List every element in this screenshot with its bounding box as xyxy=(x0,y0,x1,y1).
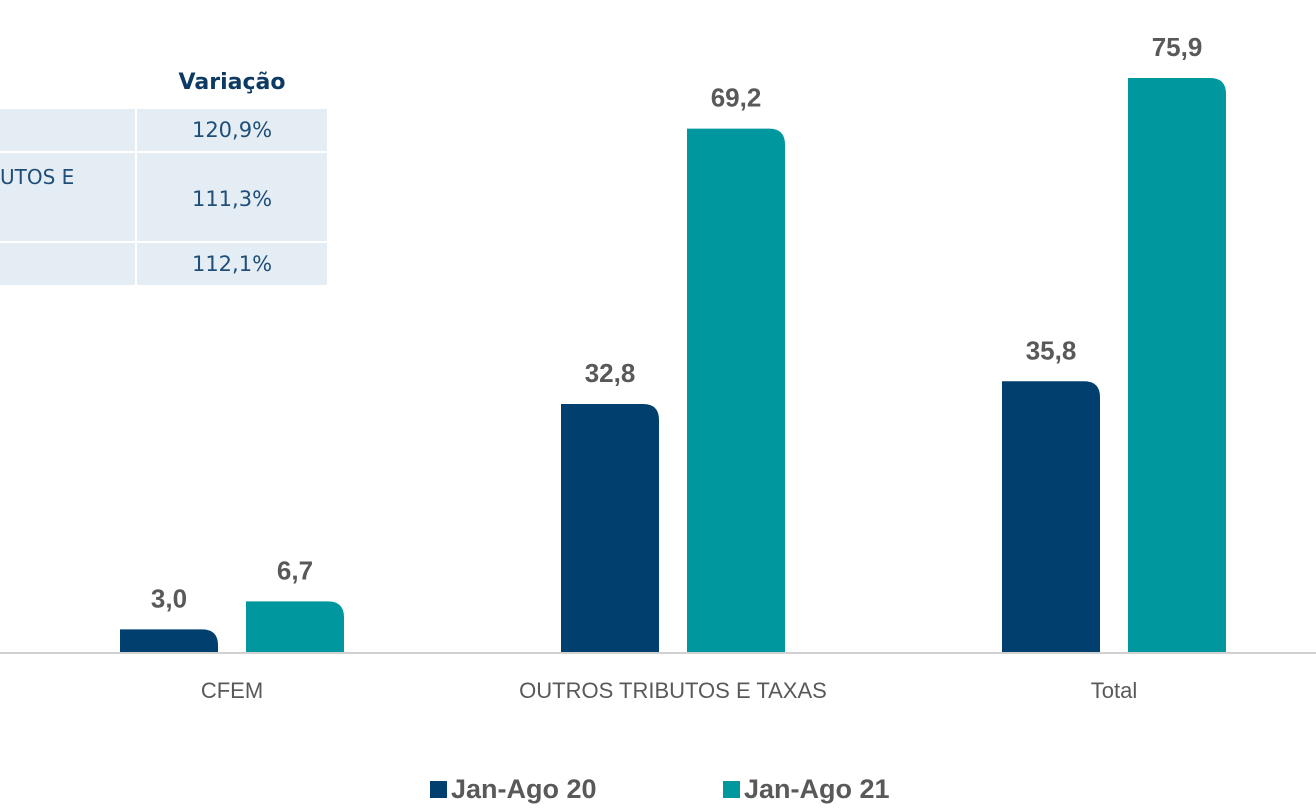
table-cell xyxy=(0,109,137,151)
table-cell xyxy=(0,243,137,285)
value-label: 32,8 xyxy=(585,358,636,388)
value-label: 6,7 xyxy=(277,555,313,585)
table-cell: UTOS E xyxy=(0,153,137,241)
value-label: 75,9 xyxy=(1152,32,1203,62)
value-label: 69,2 xyxy=(711,83,762,113)
value-label: 35,8 xyxy=(1026,335,1077,365)
x-tick-label: CFEM xyxy=(200,678,264,703)
legend-label: Jan-Ago 20 xyxy=(451,774,597,804)
table-row: UTOS E 111,3% xyxy=(0,151,327,241)
x-tick-label: OUTROS TRIBUTOS E TAXAS xyxy=(519,678,827,703)
bar xyxy=(246,601,344,652)
table-cell: 120,9% xyxy=(191,118,273,142)
table-header: Variação xyxy=(0,55,327,107)
legend-swatch xyxy=(723,781,740,798)
header-cell: Variação xyxy=(178,69,286,95)
legend-label: Jan-Ago 21 xyxy=(744,774,890,804)
value-label: 3,0 xyxy=(151,583,187,613)
x-tick-label: Total xyxy=(1090,678,1138,703)
legend-item: Jan-Ago 21 xyxy=(723,774,890,805)
table: Variação 120,9% UTOS E 111,3% 112,1% xyxy=(0,55,327,285)
table-cell: 112,1% xyxy=(191,252,273,276)
bar xyxy=(1128,78,1226,653)
table-row: 112,1% xyxy=(0,241,327,285)
bar xyxy=(561,403,659,652)
table-cell: 111,3% xyxy=(191,187,273,211)
bar xyxy=(687,128,785,653)
legend-swatch xyxy=(430,781,447,798)
legend-item: Jan-Ago 20 xyxy=(430,774,597,805)
table-row: 120,9% xyxy=(0,107,327,151)
bar xyxy=(120,629,218,652)
bar xyxy=(1002,381,1100,652)
